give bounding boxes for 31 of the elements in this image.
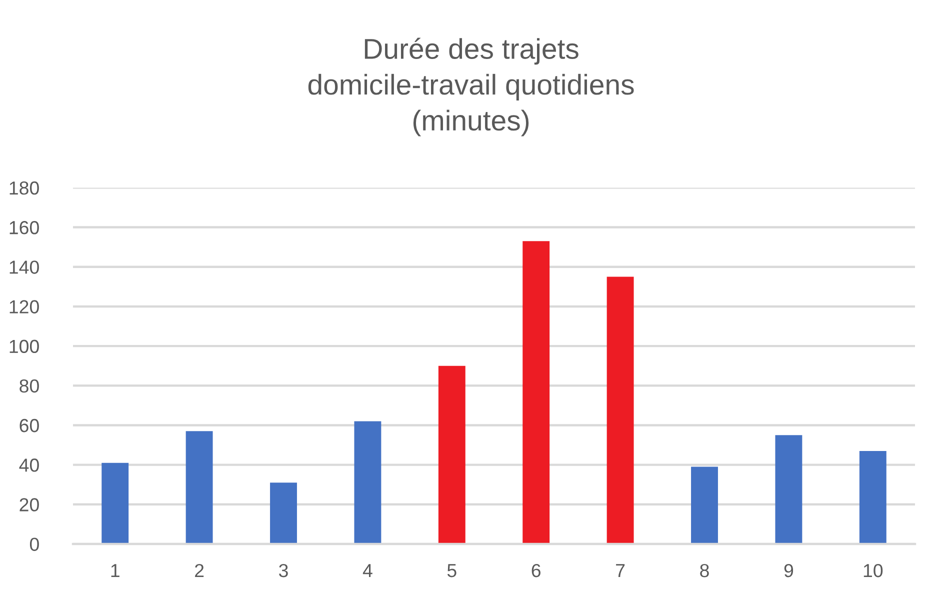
bar [438, 366, 466, 544]
y-tick-label: 80 [20, 379, 39, 393]
bar [270, 482, 297, 544]
y-tick-label: 0 [30, 538, 39, 551]
bar [186, 431, 213, 544]
x-tick-label: 3 [279, 564, 288, 578]
y-tick-label: 60 [20, 418, 39, 432]
y-tick-label: 180 [10, 181, 39, 195]
bar [859, 450, 886, 544]
bar [354, 421, 382, 544]
x-tick-label: 8 [700, 564, 709, 578]
x-tick-label: 10 [864, 564, 883, 578]
y-tick-label: 160 [10, 220, 39, 234]
x-tick-label: 7 [616, 564, 625, 578]
x-tick-label: 6 [532, 564, 540, 578]
y-tick-label: 140 [10, 260, 39, 274]
x-tick-label: 1 [111, 564, 120, 578]
x-tick-label: 4 [362, 564, 372, 578]
chart-title: Durée des trajets domicile-travail quotidiens (minutes) [308, 38, 634, 136]
y-tick-label: 20 [20, 498, 39, 512]
y-tick-label: 40 [19, 458, 39, 472]
bar [691, 466, 718, 544]
y-tick-label: 100 [10, 340, 39, 354]
x-tick-label: 2 [195, 564, 204, 578]
bar [522, 241, 550, 544]
bar [102, 462, 129, 544]
x-tick-label: 5 [447, 564, 456, 578]
bar [606, 276, 634, 544]
bar [775, 435, 802, 544]
y-tick-label: 120 [10, 300, 39, 314]
x-tick-label: 9 [784, 564, 794, 578]
